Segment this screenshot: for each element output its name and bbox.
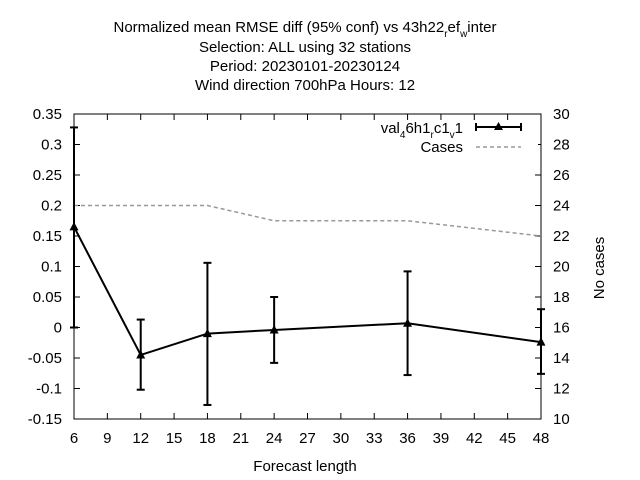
x-tick-label: 21 bbox=[232, 430, 249, 447]
chart-title-line-2: Selection: ALL using 32 stations bbox=[199, 39, 411, 56]
x-tick-label: 24 bbox=[266, 430, 283, 447]
y-tick-label: 0 bbox=[54, 320, 62, 337]
y-tick-label: 0.05 bbox=[33, 289, 62, 306]
data-point bbox=[202, 328, 212, 338]
series-main-line bbox=[73, 226, 542, 357]
x-tick-label: 36 bbox=[399, 430, 416, 447]
y-tick-label: 0.35 bbox=[33, 106, 62, 123]
y-axis: -0.15 -0.1 -0.05 0 0.05 0.1 0.15 0.2 0.25 0.3 0.35 bbox=[28, 106, 80, 428]
y-tick-label: 0.1 bbox=[41, 259, 62, 276]
y-tick-label: 0.2 bbox=[41, 198, 62, 215]
x-axis: 6 9 12 15 18 21 24 27 30 33 36 39 42 45 48 bbox=[70, 114, 550, 447]
data-point bbox=[69, 221, 79, 231]
data-point bbox=[136, 349, 146, 359]
y2-tick-label: 26 bbox=[553, 167, 570, 184]
x-tick-label: 18 bbox=[199, 430, 216, 447]
chart-title-line-1: Normalized mean RMSE diff (95% conf) vs … bbox=[114, 19, 497, 40]
y2-tick-label: 18 bbox=[553, 289, 570, 306]
y2-tick-label: 28 bbox=[553, 137, 570, 154]
y2-tick-label: 24 bbox=[553, 198, 570, 215]
x-axis-label: Forecast length bbox=[253, 458, 356, 475]
y-tick-label: 0.15 bbox=[33, 228, 62, 245]
series-cases bbox=[74, 204, 542, 237]
y2-tick-label: 12 bbox=[553, 381, 570, 398]
y2-tick-label: 16 bbox=[553, 320, 570, 337]
x-tick-label: 30 bbox=[333, 430, 350, 447]
y2-tick-label: 10 bbox=[553, 411, 570, 428]
data-point bbox=[536, 337, 546, 346]
x-tick-label: 27 bbox=[299, 430, 316, 447]
series-main bbox=[69, 126, 546, 406]
y2-axis-label: No cases bbox=[591, 237, 608, 300]
y2-tick-label: 20 bbox=[553, 259, 570, 276]
legend-label-series-1: val46h1rc1v1 bbox=[381, 120, 463, 141]
y-tick-label: -0.15 bbox=[28, 411, 62, 428]
x-tick-label: 9 bbox=[103, 430, 111, 447]
y-tick-label: -0.05 bbox=[28, 350, 62, 367]
x-tick-label: 42 bbox=[466, 430, 483, 447]
legend-label-cases: Cases bbox=[420, 139, 463, 156]
x-tick-label: 12 bbox=[132, 430, 149, 447]
y-tick-label: 0.3 bbox=[41, 137, 62, 154]
y2-axis: 10 12 14 16 18 20 22 24 26 28 30 bbox=[535, 106, 570, 428]
chart-title: Normalized mean RMSE diff (95% conf) vs … bbox=[114, 19, 497, 94]
series-cases-line bbox=[74, 204, 542, 237]
legend-marker-series-1 bbox=[494, 122, 503, 130]
legend: val46h1rc1v1 Cases bbox=[358, 120, 538, 160]
data-point bbox=[403, 318, 413, 327]
y2-tick-label: 30 bbox=[553, 106, 570, 123]
data-point bbox=[269, 324, 279, 334]
x-tick-label: 6 bbox=[70, 430, 78, 447]
x-tick-label: 15 bbox=[166, 430, 183, 447]
x-tick-label: 39 bbox=[433, 430, 450, 447]
chart-title-line-3: Period: 20230101-20230124 bbox=[210, 58, 400, 75]
y2-tick-label: 22 bbox=[553, 228, 570, 245]
x-tick-label: 45 bbox=[499, 430, 516, 447]
legend-cases-background bbox=[358, 140, 538, 160]
chart-title-line-4: Wind direction 700hPa Hours: 12 bbox=[195, 77, 415, 94]
y2-tick-label: 14 bbox=[553, 350, 570, 367]
x-tick-label: 48 bbox=[533, 430, 550, 447]
y-tick-label: -0.1 bbox=[36, 381, 62, 398]
y-tick-label: 0.25 bbox=[33, 167, 62, 184]
x-tick-label: 33 bbox=[366, 430, 383, 447]
